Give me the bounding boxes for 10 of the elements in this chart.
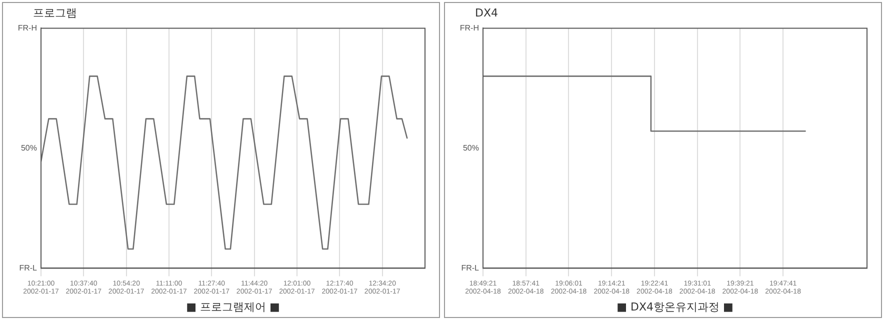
text: FR-L xyxy=(19,263,38,272)
chart-title: 프로그램 xyxy=(33,6,77,20)
chart-title: DX4 xyxy=(475,6,498,20)
text: FR-L xyxy=(461,263,480,272)
text: 50% xyxy=(20,143,37,152)
text: ■ 프로그램제어 ■ xyxy=(186,300,280,314)
text: 50% xyxy=(462,143,479,152)
text: FR-H xyxy=(460,23,480,32)
text: FR-H xyxy=(18,23,38,32)
text: ■ DX4항온유지과정 ■ xyxy=(616,300,734,314)
